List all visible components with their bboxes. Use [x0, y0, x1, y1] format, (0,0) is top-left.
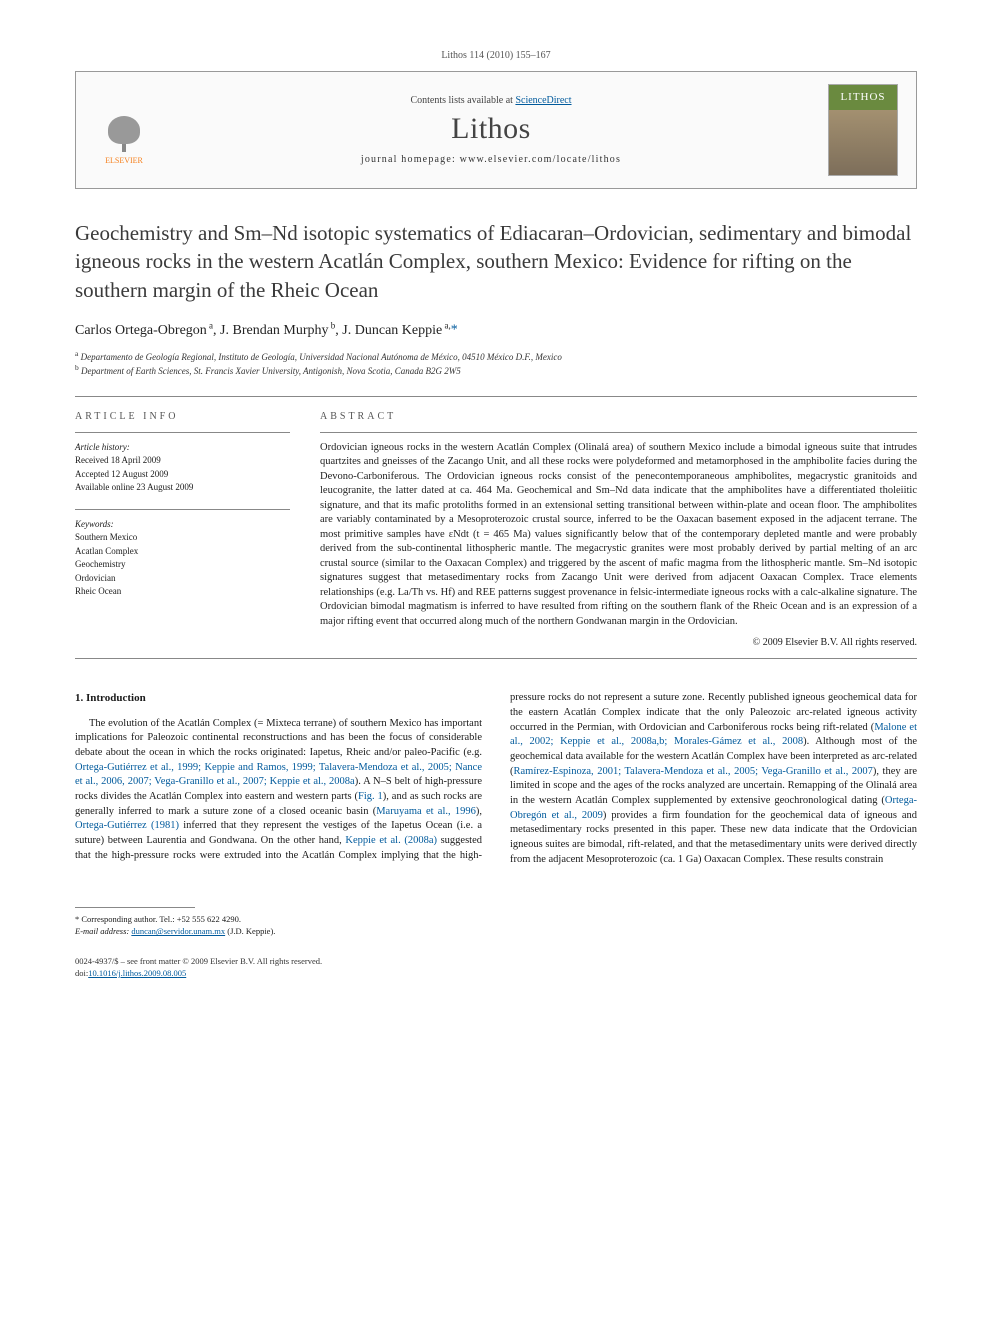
abstract-label: ABSTRACT	[320, 411, 917, 422]
corr-tel: * Corresponding author. Tel.: +52 555 62…	[75, 914, 917, 926]
keywords-label: Keywords:	[75, 518, 290, 532]
affil-b-text: Department of Earth Sciences, St. Franci…	[81, 366, 461, 376]
info-rule	[75, 432, 290, 433]
abstract-column: ABSTRACT Ordovician igneous rocks in the…	[320, 411, 917, 648]
keyword: Ordovician	[75, 572, 290, 586]
author-list: Carlos Ortega-Obregon a, J. Brendan Murp…	[75, 320, 917, 339]
body-text: ),	[476, 806, 482, 817]
publisher-name: ELSEVIER	[105, 156, 143, 165]
footer-block: * Corresponding author. Tel.: +52 555 62…	[75, 907, 917, 980]
affil-a-text: Departamento de Geología Regional, Insti…	[81, 352, 562, 362]
doi-label: doi:	[75, 968, 88, 978]
article-title: Geochemistry and Sm–Nd isotopic systemat…	[75, 219, 917, 304]
abstract-text: Ordovician igneous rocks in the western …	[320, 441, 917, 629]
corresponding-marker: *	[451, 323, 458, 338]
section-number: 1.	[75, 692, 83, 704]
article-info-column: ARTICLE INFO Article history: Received 1…	[75, 411, 290, 648]
authors-text: Carlos Ortega-Obregon a, J. Brendan Murp…	[75, 323, 451, 338]
body-columns: 1. Introduction The evolution of the Aca…	[75, 691, 917, 867]
corresponding-author-note: * Corresponding author. Tel.: +52 555 62…	[75, 914, 917, 938]
citation-link[interactable]: Ortega-Gutiérrez (1981)	[75, 820, 179, 831]
abstract-rule	[320, 432, 917, 433]
header-center: Contents lists available at ScienceDirec…	[168, 95, 814, 165]
affiliations: a Departamento de Geología Regional, Ins…	[75, 349, 917, 378]
contents-available-line: Contents lists available at ScienceDirec…	[168, 95, 814, 106]
accepted-date: Accepted 12 August 2009	[75, 468, 290, 482]
email-attribution: (J.D. Keppie).	[227, 926, 275, 936]
divider-rule	[75, 396, 917, 397]
body-paragraph: The evolution of the Acatlán Complex (= …	[75, 691, 917, 867]
corr-email-line: E-mail address: duncan@servidor.unam.mx …	[75, 926, 917, 938]
divider-rule-full	[75, 658, 917, 659]
affiliation-b: b Department of Earth Sciences, St. Fran…	[75, 363, 917, 378]
info-abstract-row: ARTICLE INFO Article history: Received 1…	[75, 411, 917, 648]
body-text: The evolution of the Acatlán Complex (= …	[75, 718, 482, 758]
footnote-rule	[75, 907, 195, 908]
doi-link[interactable]: 10.1016/j.lithos.2009.08.005	[88, 968, 186, 978]
issn-line: 0024-4937/$ – see front matter © 2009 El…	[75, 956, 917, 968]
abstract-copyright: © 2009 Elsevier B.V. All rights reserved…	[320, 637, 917, 648]
journal-header-box: ELSEVIER Contents lists available at Sci…	[75, 71, 917, 189]
bottom-line: 0024-4937/$ – see front matter © 2009 El…	[75, 956, 917, 980]
keyword: Acatlan Complex	[75, 545, 290, 559]
citation-link[interactable]: Maruyama et al., 1996	[376, 806, 476, 817]
received-date: Received 18 April 2009	[75, 454, 290, 468]
figure-link[interactable]: Fig. 1	[358, 791, 383, 802]
online-date: Available online 23 August 2009	[75, 481, 290, 495]
journal-name: Lithos	[168, 112, 814, 146]
sciencedirect-link[interactable]: ScienceDirect	[515, 95, 571, 106]
citation-link[interactable]: Ramírez-Espinoza, 2001; Talavera-Mendoza…	[514, 766, 873, 777]
citation-link[interactable]: Keppie et al. (2008a)	[345, 835, 437, 846]
keyword: Southern Mexico	[75, 531, 290, 545]
keywords-block: Keywords: Southern Mexico Acatlan Comple…	[75, 518, 290, 599]
article-history: Article history: Received 18 April 2009 …	[75, 441, 290, 495]
email-label: E-mail address:	[75, 926, 129, 936]
article-info-label: ARTICLE INFO	[75, 411, 290, 422]
elsevier-tree-icon	[100, 108, 148, 156]
affiliation-a: a Departamento de Geología Regional, Ins…	[75, 349, 917, 364]
keyword: Rheic Ocean	[75, 585, 290, 599]
info-rule-2	[75, 509, 290, 510]
section-title: Introduction	[86, 692, 146, 704]
elsevier-logo: ELSEVIER	[94, 95, 154, 165]
doi-line: doi:10.1016/j.lithos.2009.08.005	[75, 968, 917, 980]
email-link[interactable]: duncan@servidor.unam.mx	[131, 926, 225, 936]
page: Lithos 114 (2010) 155–167 ELSEVIER Conte…	[0, 0, 992, 1010]
journal-homepage: journal homepage: www.elsevier.com/locat…	[168, 154, 814, 165]
running-head: Lithos 114 (2010) 155–167	[75, 50, 917, 61]
journal-cover-thumbnail	[828, 84, 898, 176]
section-heading: 1. Introduction	[75, 691, 482, 706]
keyword: Geochemistry	[75, 558, 290, 572]
contents-prefix: Contents lists available at	[410, 95, 515, 106]
history-label: Article history:	[75, 441, 290, 455]
